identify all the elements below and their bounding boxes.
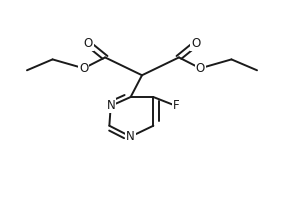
- Text: O: O: [196, 62, 205, 75]
- Text: N: N: [126, 130, 135, 143]
- Text: O: O: [83, 37, 93, 50]
- Text: F: F: [173, 99, 179, 112]
- Text: O: O: [79, 62, 88, 75]
- Text: N: N: [106, 99, 115, 112]
- Text: O: O: [191, 37, 201, 50]
